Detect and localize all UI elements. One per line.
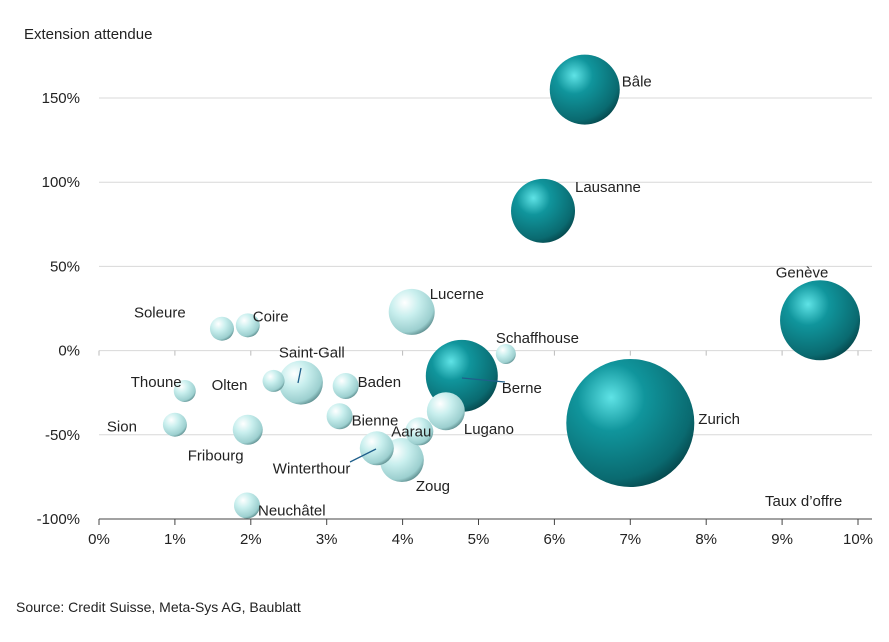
bubble-fribourg[interactable] bbox=[232, 414, 263, 445]
leader-line bbox=[297, 367, 302, 384]
x-tick-label: 5% bbox=[468, 531, 490, 548]
bubble-sion[interactable] bbox=[162, 412, 187, 437]
bubble-label: Baden bbox=[358, 374, 401, 391]
bubble-lugano[interactable] bbox=[426, 392, 465, 431]
bubble-bâle[interactable] bbox=[549, 54, 620, 125]
bubble-schaffhouse[interactable] bbox=[495, 343, 516, 364]
bubble-label: Aarau bbox=[391, 423, 431, 440]
bubble-label: Lausanne bbox=[575, 179, 641, 196]
leader-line bbox=[349, 448, 377, 463]
bubble-baden[interactable] bbox=[332, 372, 359, 399]
bubble-soleure[interactable] bbox=[209, 316, 234, 341]
bubble-label: Saint-Gall bbox=[279, 345, 345, 362]
bubble-coire[interactable] bbox=[235, 313, 260, 338]
bubble-label: Schaffhouse bbox=[496, 330, 579, 347]
x-axis-title: Taux d’offre bbox=[765, 493, 842, 510]
bubble-winterthour[interactable] bbox=[359, 431, 394, 466]
bubble-label: Zurich bbox=[698, 411, 740, 428]
bubble-label: Bâle bbox=[622, 74, 652, 91]
x-tick-label: 10% bbox=[843, 531, 873, 548]
bubble-genève[interactable] bbox=[780, 280, 861, 361]
x-tick-label: 6% bbox=[544, 531, 566, 548]
y-tick-label: 100% bbox=[42, 174, 80, 191]
y-tick-label: 0% bbox=[58, 343, 80, 360]
bubble-zurich[interactable] bbox=[566, 359, 695, 488]
x-tick-label: 1% bbox=[164, 531, 186, 548]
bubble-lucerne[interactable] bbox=[388, 288, 435, 335]
source-note: Source: Credit Suisse, Meta-Sys AG, Baub… bbox=[16, 599, 301, 615]
leader-line bbox=[461, 377, 506, 383]
bubble-aarau[interactable] bbox=[405, 417, 434, 446]
bubble-bienne[interactable] bbox=[326, 403, 353, 430]
bubble-label: Neuchâtel bbox=[258, 503, 326, 520]
bubble-label: Sion bbox=[107, 419, 137, 436]
bubble-olten[interactable] bbox=[262, 369, 285, 392]
y-tick-label: -50% bbox=[45, 427, 80, 444]
bubble-thoune[interactable] bbox=[173, 380, 196, 403]
bubble-label: Fribourg bbox=[188, 448, 244, 465]
x-tick-label: 9% bbox=[771, 531, 793, 548]
bubble-label: Berne bbox=[502, 380, 542, 397]
bubble-label: Thoune bbox=[131, 374, 182, 391]
bubble-label: Olten bbox=[212, 377, 248, 394]
bubble-label: Soleure bbox=[134, 305, 186, 322]
x-tick-label: 7% bbox=[619, 531, 641, 548]
x-tick-label: 3% bbox=[316, 531, 338, 548]
bubble-label: Lucerne bbox=[430, 286, 484, 303]
y-tick-label: 50% bbox=[50, 258, 80, 275]
y-tick-label: 150% bbox=[42, 90, 80, 107]
x-tick-label: 2% bbox=[240, 531, 262, 548]
x-tick-label: 8% bbox=[695, 531, 717, 548]
bubble-label: Lugano bbox=[464, 421, 514, 438]
x-tick-label: 0% bbox=[88, 531, 110, 548]
bubble-label: Coire bbox=[253, 308, 289, 325]
bubble-saint-gall[interactable] bbox=[278, 360, 323, 405]
bubble-lausanne[interactable] bbox=[511, 178, 576, 243]
bubble-label: Genève bbox=[776, 264, 829, 281]
bubble-label: Winterthour bbox=[273, 460, 351, 477]
bubble-label: Zoug bbox=[416, 478, 450, 495]
y-tick-label: -100% bbox=[37, 511, 80, 528]
bubble-neuchâtel[interactable] bbox=[234, 492, 261, 519]
x-tick-label: 4% bbox=[392, 531, 414, 548]
bubble-label: Bienne bbox=[352, 412, 399, 429]
y-axis-title: Extension attendue bbox=[24, 26, 152, 43]
